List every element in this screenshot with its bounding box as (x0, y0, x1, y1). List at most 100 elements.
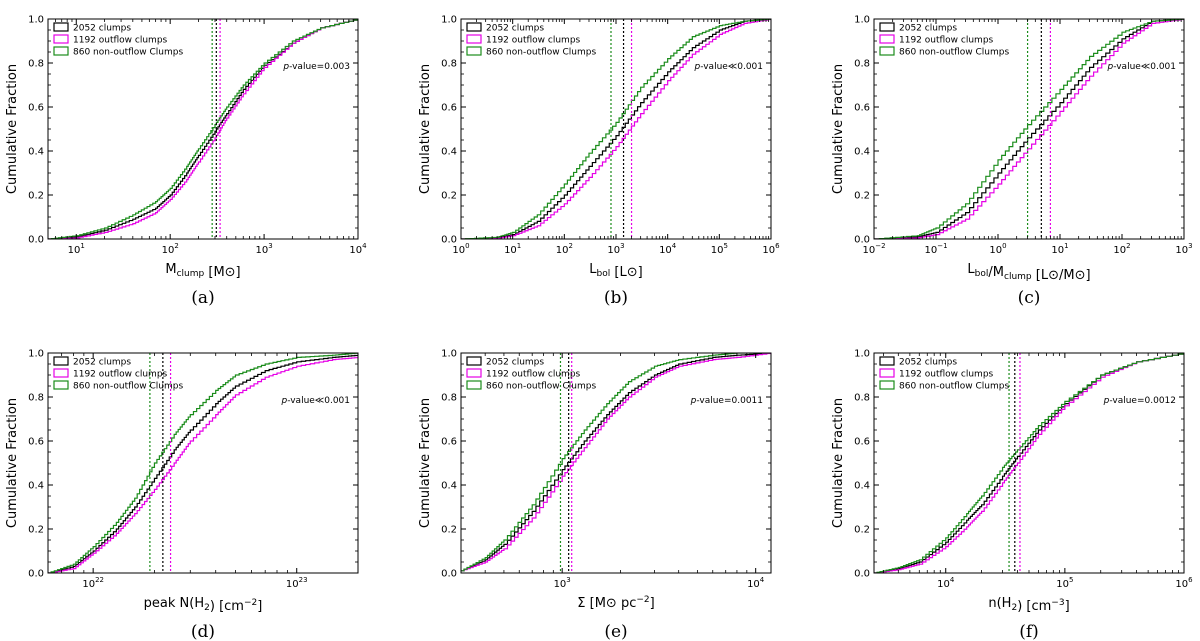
legend-label-all: 2052 clumps (486, 24, 544, 34)
y-tick-label: 0.0 (854, 235, 870, 246)
y-tick-label: 1.0 (441, 349, 457, 360)
legend-swatch-outflow (879, 34, 895, 44)
y-tick-label: 0.0 (28, 235, 44, 246)
y-tick-label: 0.8 (854, 59, 870, 70)
panel-caption: (c) (1018, 288, 1041, 308)
legend-swatch-nonoutflow (879, 46, 895, 56)
panel-d: 0.0 0.2 0.4 0.6 0.8 1.0 1022 1023 Cumulative Fra… (5, 349, 359, 641)
panel-caption: (d) (191, 622, 215, 641)
legend-swatch-outflow (466, 34, 482, 44)
legend-label-nonoutflow: 860 non-outflow Clumps (73, 48, 183, 58)
x-tick-label: 1022 (82, 576, 104, 590)
p-value-annotation: p-value=0.0011 (690, 396, 763, 406)
y-axis-label: Cumulative Fraction (418, 398, 433, 528)
x-tick-label: 103 (1175, 242, 1192, 256)
legend-swatch-all (53, 22, 69, 32)
x-axis-label: peak N(H2) [cm−2] (144, 596, 263, 614)
x-tick-label: 103 (607, 242, 624, 256)
panel-b: 0.0 0.2 0.4 0.6 0.8 1.0 100 101 102 103 104 105 106 C… (418, 15, 780, 309)
legend-label-all: 2052 clumps (899, 358, 957, 368)
panel-caption: (e) (604, 622, 627, 641)
y-tick-label: 1.0 (854, 349, 870, 360)
legend-label-nonoutflow: 860 non-outflow Clumps (486, 48, 596, 58)
y-tick-label: 0.2 (441, 525, 457, 536)
x-axis-label: n(H2) [cm−3] (988, 596, 1069, 614)
legend-label-nonoutflow: 860 non-outflow Clumps (899, 48, 1009, 58)
x-tick-label: 104 (349, 242, 367, 256)
y-tick-label: 0.0 (441, 569, 457, 580)
legend-swatch-outflow (53, 34, 69, 44)
legend-swatch-nonoutflow (466, 380, 482, 390)
y-tick-label: 0.8 (28, 393, 44, 404)
y-tick-label: 0.8 (441, 59, 457, 70)
y-tick-label: 0.2 (441, 191, 457, 202)
series-line-outflow (461, 353, 771, 572)
y-tick-label: 0.4 (28, 147, 44, 158)
y-axis-label: Cumulative Fraction (831, 398, 846, 528)
x-tick-label: 104 (659, 242, 677, 256)
x-tick-label: 100 (452, 242, 469, 256)
p-value-annotation: p-value=0.003 (282, 62, 350, 72)
y-axis-label: Cumulative Fraction (831, 64, 846, 194)
y-tick-label: 0.6 (441, 103, 457, 114)
legend-label-all: 2052 clumps (486, 358, 544, 368)
y-tick-label: 0.0 (441, 235, 457, 246)
panel-f: 0.0 0.2 0.4 0.6 0.8 1.0 104 105 106 Cumulative Fr… (831, 349, 1193, 641)
x-axis-label: Mclump [M⊙] (165, 262, 240, 280)
y-tick-label: 0.4 (441, 481, 457, 492)
series-line-all (48, 354, 358, 573)
y-tick-label: 0.6 (28, 437, 44, 448)
x-tick-label: 100 (989, 242, 1006, 256)
y-tick-label: 1.0 (441, 15, 457, 26)
y-tick-label: 1.0 (28, 349, 44, 360)
legend-swatch-nonoutflow (466, 46, 482, 56)
legend: 2052 clumps 1192 outflow clumps 860 non-ou… (53, 356, 183, 392)
legend-label-outflow: 1192 outflow clumps (73, 370, 168, 380)
panel-a: 0.0 0.2 0.4 0.6 0.8 1.0 101 102 103 104 Cumulative… (5, 15, 367, 309)
legend-label-outflow: 1192 outflow clumps (899, 370, 994, 380)
x-tick-label: 104 (747, 576, 765, 590)
y-tick-label: 0.6 (28, 103, 44, 114)
y-axis-label: Cumulative Fraction (5, 64, 20, 194)
legend: 2052 clumps 1192 outflow clumps 860 non-ou… (466, 356, 596, 392)
panel-c: 0.0 0.2 0.4 0.6 0.8 1.0 10−2 10−1 100 101 102 103 Cu… (831, 15, 1193, 309)
legend-label-nonoutflow: 860 non-outflow Clumps (899, 382, 1009, 392)
y-tick-label: 0.6 (854, 103, 870, 114)
legend-swatch-all (466, 22, 482, 32)
series-line-nonoutflow (461, 19, 771, 239)
legend-swatch-all (879, 356, 895, 366)
y-tick-label: 0.2 (854, 191, 870, 202)
x-axis-label: Lbol [L⊙] (589, 262, 642, 280)
x-tick-label: 101 (504, 242, 521, 256)
panel-caption: (a) (191, 288, 214, 308)
y-tick-label: 0.8 (441, 393, 457, 404)
y-tick-label: 0.2 (854, 525, 870, 536)
x-tick-label: 101 (1051, 242, 1068, 256)
y-tick-label: 0.4 (854, 481, 870, 492)
series-line-outflow (48, 19, 358, 239)
legend-swatch-all (879, 22, 895, 32)
legend: 2052 clumps 1192 outflow clumps 860 non-ou… (879, 22, 1009, 58)
x-tick-label: 106 (1175, 576, 1193, 590)
y-tick-label: 0.0 (854, 569, 870, 580)
legend-swatch-outflow (53, 368, 69, 378)
x-tick-label: 104 (937, 576, 955, 590)
legend-swatch-nonoutflow (879, 380, 895, 390)
y-tick-label: 0.4 (441, 147, 457, 158)
legend-label-outflow: 1192 outflow clumps (486, 370, 581, 380)
x-tick-label: 102 (1113, 242, 1130, 256)
legend-label-nonoutflow: 860 non-outflow Clumps (73, 382, 183, 392)
x-tick-label: 102 (556, 242, 573, 256)
legend-label-outflow: 1192 outflow clumps (73, 36, 168, 46)
y-tick-label: 0.8 (28, 59, 44, 70)
x-tick-label: 10−2 (862, 242, 885, 256)
legend: 2052 clumps 1192 outflow clumps 860 non-ou… (879, 356, 1009, 392)
legend-label-outflow: 1192 outflow clumps (486, 36, 581, 46)
y-tick-label: 0.6 (854, 437, 870, 448)
legend: 2052 clumps 1192 outflow clumps 860 non-ou… (466, 22, 596, 58)
x-tick-label: 102 (162, 242, 179, 256)
legend-swatch-outflow (466, 368, 482, 378)
y-tick-label: 0.2 (28, 525, 44, 536)
y-axis-label: Cumulative Fraction (418, 64, 433, 194)
series-line-nonoutflow (461, 353, 771, 572)
